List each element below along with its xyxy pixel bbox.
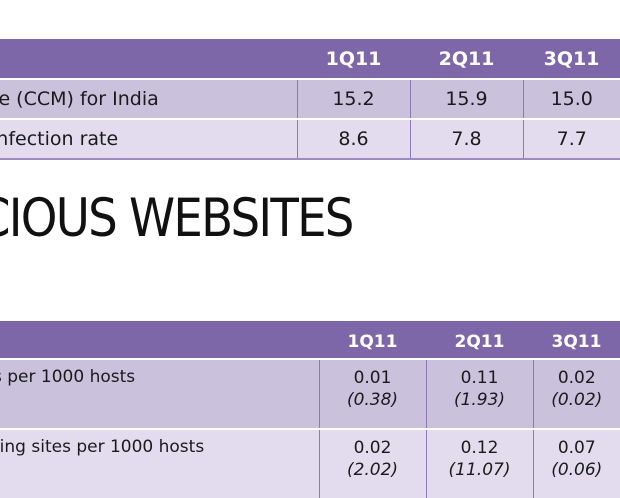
cell-main-value: 0.11 bbox=[461, 368, 499, 388]
cell-value: 7.8 bbox=[410, 119, 523, 159]
cell-value: 0.02(2.02) bbox=[319, 429, 426, 498]
cell-main-value: 0.02 bbox=[558, 368, 596, 388]
cell-sub-value: (0.02) bbox=[534, 389, 620, 411]
cell-value: 8.6 bbox=[297, 119, 410, 159]
infection-rate-table: 1Q11 2Q11 3Q11 te (CCM) for India 15.2 1… bbox=[0, 39, 620, 160]
row-label: infection rate bbox=[0, 119, 297, 159]
table-row: te (CCM) for India 15.2 15.9 15.0 bbox=[0, 79, 620, 119]
cell-sub-value: (0.38) bbox=[320, 389, 426, 411]
cell-value: 15.0 bbox=[523, 79, 620, 119]
cell-main-value: 0.12 bbox=[461, 438, 499, 458]
header-cell-1q11: 1Q11 bbox=[319, 321, 426, 359]
header-cell-2q11: 2Q11 bbox=[426, 321, 533, 359]
table-header-row: 1Q11 2Q11 3Q11 bbox=[0, 321, 620, 359]
cell-value: 0.02(0.02) bbox=[533, 359, 620, 429]
header-cell-label bbox=[0, 321, 319, 359]
cell-sub-value: (0.06) bbox=[534, 459, 620, 481]
cell-sub-value: (2.02) bbox=[320, 459, 426, 481]
header-cell-3q11: 3Q11 bbox=[533, 321, 620, 359]
row-label: s per 1000 hosts bbox=[0, 359, 319, 429]
header-cell-2q11: 2Q11 bbox=[410, 39, 523, 79]
header-cell-3q11: 3Q11 bbox=[523, 39, 620, 79]
header-cell-1q11: 1Q11 bbox=[297, 39, 410, 79]
cell-sub-value: (11.07) bbox=[427, 459, 533, 481]
cell-main-value: 0.01 bbox=[354, 368, 392, 388]
header-cell-label bbox=[0, 39, 297, 79]
cell-value: 15.9 bbox=[410, 79, 523, 119]
cell-sub-value: (1.93) bbox=[427, 389, 533, 411]
table-header-row: 1Q11 2Q11 3Q11 bbox=[0, 39, 620, 79]
cell-value: 15.2 bbox=[297, 79, 410, 119]
cell-value: 7.7 bbox=[523, 119, 620, 159]
malicious-sites-table: 1Q11 2Q11 3Q11 s per 1000 hosts 0.01(0.3… bbox=[0, 321, 620, 498]
row-label: ting sites per 1000 hosts bbox=[0, 429, 319, 498]
cell-value: 0.12(11.07) bbox=[426, 429, 533, 498]
cell-value: 0.07(0.06) bbox=[533, 429, 620, 498]
table-row: infection rate 8.6 7.8 7.7 bbox=[0, 119, 620, 159]
cell-main-value: 0.02 bbox=[354, 438, 392, 458]
table-row: ting sites per 1000 hosts 0.02(2.02) 0.1… bbox=[0, 429, 620, 498]
cell-value: 0.01(0.38) bbox=[319, 359, 426, 429]
cell-value: 0.11(1.93) bbox=[426, 359, 533, 429]
section-heading: CIOUS WEBSITES bbox=[0, 188, 353, 249]
row-label: te (CCM) for India bbox=[0, 79, 297, 119]
cell-main-value: 0.07 bbox=[558, 438, 596, 458]
table-row: s per 1000 hosts 0.01(0.38) 0.11(1.93) 0… bbox=[0, 359, 620, 429]
